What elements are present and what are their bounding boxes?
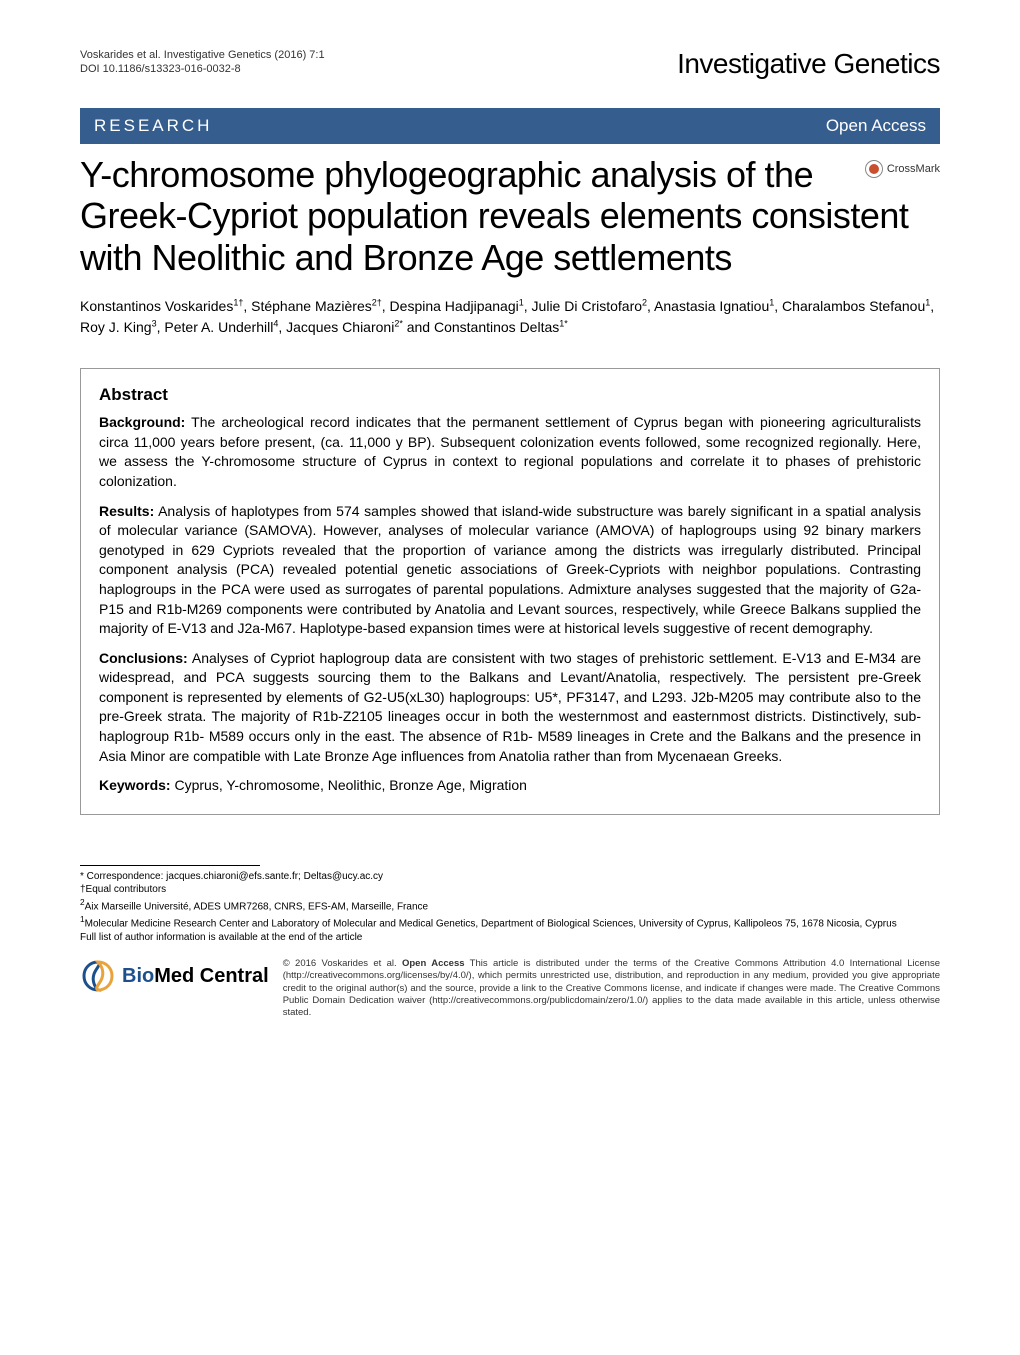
crossmark-label: CrossMark (887, 163, 940, 175)
background-label: Background: (99, 414, 185, 430)
author-list: Konstantinos Voskarides1†, Stéphane Mazi… (80, 296, 940, 338)
bmc-swirl-icon (80, 958, 116, 994)
crossmark-icon (865, 160, 883, 178)
citation-line-2: DOI 10.1186/s13323-016-0032-8 (80, 62, 325, 76)
biomed-central-logo: BioMed Central (80, 958, 269, 994)
citation-block: Voskarides et al. Investigative Genetics… (80, 48, 325, 77)
footer-row: BioMed Central © 2016 Voskarides et al. … (80, 958, 940, 1020)
full-author-list-note: Full list of author information is avail… (80, 931, 940, 945)
correspondence-line: * Correspondence: jacques.chiaroni@efs.s… (80, 870, 940, 884)
open-access-label: Open Access (826, 116, 926, 136)
abstract-heading: Abstract (99, 385, 921, 405)
abstract-results: Results: Analysis of haplotypes from 574… (99, 502, 921, 639)
footnote-separator (80, 865, 260, 866)
equal-contributors-line: †Equal contributors (80, 883, 940, 897)
article-type-banner: RESEARCH Open Access (80, 108, 940, 144)
conclusions-label: Conclusions: (99, 650, 188, 666)
results-text: Analysis of haplotypes from 574 samples … (99, 503, 921, 637)
keywords-label: Keywords: (99, 777, 171, 793)
keywords-text: Cyprus, Y-chromosome, Neolithic, Bronze … (171, 777, 527, 793)
affiliation-1: 1Molecular Medicine Research Center and … (80, 914, 940, 931)
page-header: Voskarides et al. Investigative Genetics… (80, 48, 940, 80)
journal-brand: Investigative Genetics (677, 48, 940, 80)
footnotes: * Correspondence: jacques.chiaroni@efs.s… (80, 870, 940, 944)
abstract-box: Abstract Background: The archeological r… (80, 368, 940, 815)
bmc-wordmark: BioMed Central (122, 965, 269, 988)
results-label: Results: (99, 503, 154, 519)
conclusions-text: Analyses of Cypriot haplogroup data are … (99, 650, 921, 764)
article-type-label: RESEARCH (94, 116, 212, 136)
citation-line-1: Voskarides et al. Investigative Genetics… (80, 48, 325, 62)
article-title: Y-chromosome phylogeographic analysis of… (80, 154, 940, 278)
license-text: © 2016 Voskarides et al. Open Access Thi… (283, 958, 940, 1020)
abstract-background: Background: The archeological record ind… (99, 413, 921, 491)
background-text: The archeological record indicates that … (99, 414, 921, 489)
crossmark-badge[interactable]: CrossMark (865, 160, 940, 178)
abstract-keywords: Keywords: Cyprus, Y-chromosome, Neolithi… (99, 776, 921, 796)
abstract-conclusions: Conclusions: Analyses of Cypriot haplogr… (99, 649, 921, 767)
affiliation-2: 2Aix Marseille Université, ADES UMR7268,… (80, 897, 940, 914)
